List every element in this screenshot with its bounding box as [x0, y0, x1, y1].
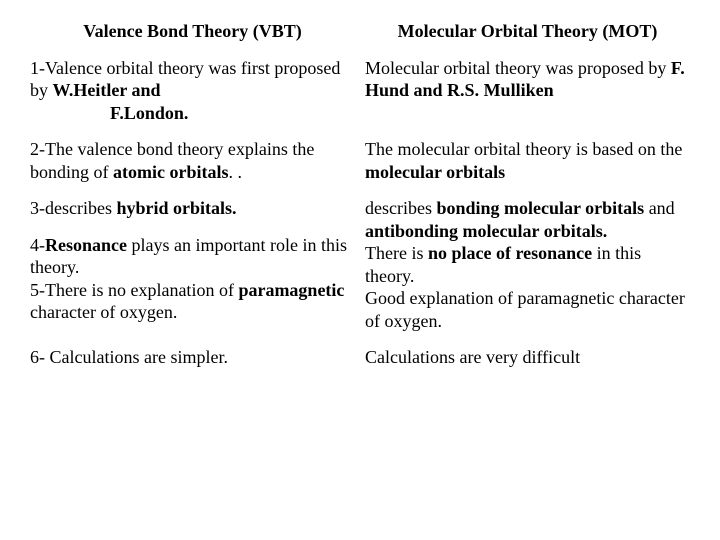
bold-no-resonance: no place of resonance: [428, 243, 592, 263]
text: describes: [365, 198, 436, 218]
text: There is: [365, 243, 428, 263]
text: 5-There is no explanation of: [30, 280, 238, 300]
bold-atomic: atomic orbitals: [113, 162, 228, 182]
cell-mot-2: The molecular orbital theory is based on…: [355, 138, 690, 183]
bold-antibonding-mo: antibonding molecular orbitals.: [365, 221, 607, 241]
text: Molecular orbital theory was proposed by: [365, 58, 671, 78]
point-4: 4-Resonance plays an important role in t…: [30, 234, 355, 279]
bold-paramagnetic: paramagnetic: [238, 280, 344, 300]
header-mot: Molecular Orbital Theory (MOT): [355, 20, 690, 43]
bold-london: F.London.: [110, 103, 188, 123]
text: The molecular orbital theory is based on…: [365, 139, 682, 159]
header-vbt: Valence Bond Theory (VBT): [30, 20, 355, 43]
comparison-table: Valence Bond Theory (VBT) Molecular Orbi…: [0, 0, 720, 403]
row-points-345: 3-describes hybrid orbitals. 4-Resonance…: [30, 197, 690, 332]
row-bonding: 2-The valence bond theory explains the b…: [30, 138, 690, 183]
cell-mot-1: Molecular orbital theory was proposed by…: [355, 57, 690, 125]
mot-paramagnetic: Good explanation of paramagnetic charact…: [365, 287, 690, 332]
bold-resonance: Resonance: [45, 235, 127, 255]
bold-molecular: molecular orbitals: [365, 162, 505, 182]
bold-heitler: W.Heitler and: [53, 80, 161, 100]
mot-resonance: There is no place of resonance in this t…: [365, 242, 690, 287]
cell-mot-6: Calculations are very difficult: [355, 346, 690, 369]
row-calculations: 6- Calculations are simpler. Calculation…: [30, 346, 690, 369]
text: . .: [228, 162, 242, 182]
cell-vbt-1: 1-Valence orbital theory was first propo…: [30, 57, 355, 125]
mot-describes: describes bonding molecular orbitals and…: [365, 197, 690, 242]
point-5: 5-There is no explanation of paramagneti…: [30, 279, 355, 324]
text: and: [644, 198, 675, 218]
row-proposers: 1-Valence orbital theory was first propo…: [30, 57, 690, 125]
text: 3-describes: [30, 198, 116, 218]
cell-vbt-6: 6- Calculations are simpler.: [30, 346, 355, 369]
header-row: Valence Bond Theory (VBT) Molecular Orbi…: [30, 20, 690, 43]
point-3: 3-describes hybrid orbitals.: [30, 197, 355, 220]
text: 4-: [30, 235, 45, 255]
bold-bonding-mo: bonding molecular orbitals: [436, 198, 644, 218]
bold-hybrid: hybrid orbitals.: [116, 198, 236, 218]
cell-vbt-345: 3-describes hybrid orbitals. 4-Resonance…: [30, 197, 355, 332]
cell-vbt-2: 2-The valence bond theory explains the b…: [30, 138, 355, 183]
cell-mot-345: describes bonding molecular orbitals and…: [355, 197, 690, 332]
text: character of oxygen.: [30, 302, 177, 322]
